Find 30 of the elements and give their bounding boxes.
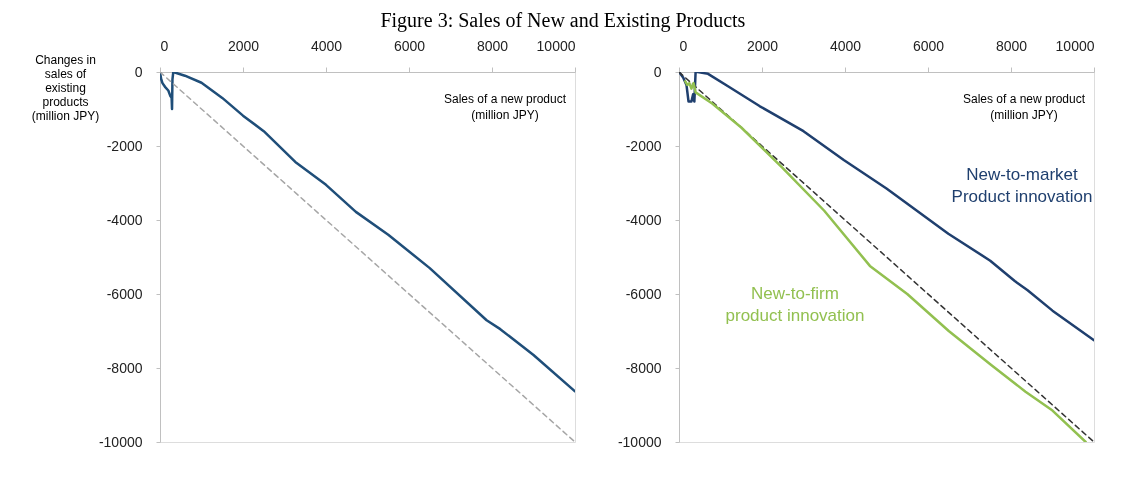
- y-tick-label: 0: [134, 63, 143, 80]
- y-axis-title: Changes in sales of existing products (million JPY): [31, 52, 100, 123]
- y-tick-label: -4000: [106, 211, 143, 228]
- x-tick-label: 2000: [227, 37, 260, 54]
- x-tick-label: 10000: [536, 37, 576, 54]
- y-tick-label: -6000: [106, 285, 143, 302]
- series-label: New-to-firm product innovation: [725, 284, 865, 325]
- y-tick-label: -2000: [106, 137, 143, 154]
- y-tick-label: 0: [653, 63, 662, 80]
- series-label: New-to-market Product innovation: [951, 165, 1093, 206]
- x-tick-label: 8000: [995, 37, 1028, 54]
- y-tick-label: -10000: [617, 433, 662, 450]
- x-tick-label: 0: [679, 37, 688, 54]
- x-axis-title: Sales of a new product (million JPY): [443, 92, 567, 122]
- x-tick-label: 4000: [829, 37, 862, 54]
- x-tick-label: 2000: [746, 37, 779, 54]
- y-tick-label: -2000: [625, 137, 662, 154]
- y-tick-label: -6000: [625, 285, 662, 302]
- y-tick-label: -10000: [98, 433, 143, 450]
- y-tick-label: -8000: [625, 359, 662, 376]
- chart-title: Figure 3: Sales of New and Existing Products: [380, 8, 746, 32]
- x-tick-label: 8000: [476, 37, 509, 54]
- x-tick-label: 6000: [393, 37, 426, 54]
- x-axis-title: Sales of a new product (million JPY): [962, 92, 1086, 122]
- x-tick-label: 6000: [912, 37, 945, 54]
- x-tick-label: 4000: [310, 37, 343, 54]
- y-tick-label: -4000: [625, 211, 662, 228]
- y-tick-label: -8000: [106, 359, 143, 376]
- x-tick-label: 0: [160, 37, 169, 54]
- x-tick-label: 10000: [1055, 37, 1095, 54]
